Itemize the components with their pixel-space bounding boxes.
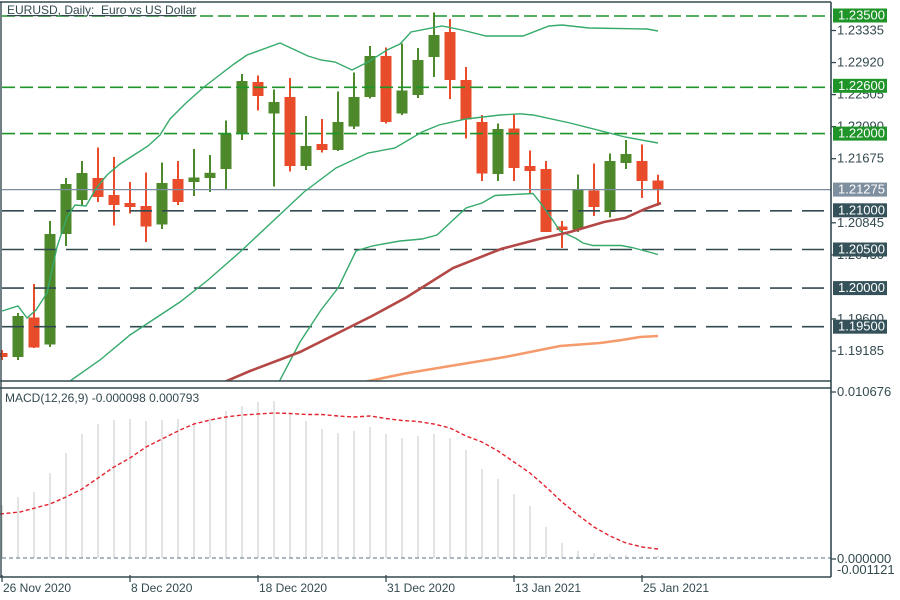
svg-text:8 Dec 2020: 8 Dec 2020 — [131, 581, 193, 595]
svg-text:13 Jan 2021: 13 Jan 2021 — [515, 581, 581, 595]
svg-text:1.19500: 1.19500 — [838, 319, 885, 334]
svg-text:1.22600: 1.22600 — [838, 78, 885, 93]
svg-text:1.23500: 1.23500 — [838, 8, 885, 23]
svg-text:1.22000: 1.22000 — [838, 126, 885, 141]
svg-text:1.21000: 1.21000 — [838, 202, 885, 217]
svg-text:1.22920: 1.22920 — [837, 55, 884, 70]
svg-text:18 Dec 2020: 18 Dec 2020 — [259, 581, 327, 595]
svg-text:EURUSD, Daily: Euro vs US Dol: EURUSD, Daily: Euro vs US Dollar — [7, 3, 196, 17]
svg-text:1.23335: 1.23335 — [837, 23, 884, 38]
svg-text:1.20000: 1.20000 — [838, 280, 885, 295]
svg-text:-0.001121: -0.001121 — [837, 562, 895, 577]
svg-text:25 Jan 2021: 25 Jan 2021 — [643, 581, 709, 595]
svg-text:0.000000: 0.000000 — [837, 551, 891, 566]
svg-text:1.21275: 1.21275 — [838, 182, 885, 197]
svg-text:26 Nov 2020: 26 Nov 2020 — [3, 581, 71, 595]
svg-text:MACD(12,26,9) -0.000098 0.0007: MACD(12,26,9) -0.000098 0.000793 — [5, 391, 199, 405]
svg-text:1.19185: 1.19185 — [837, 343, 884, 358]
svg-text:1.20845: 1.20845 — [837, 215, 884, 230]
svg-text:1.21675: 1.21675 — [837, 151, 884, 166]
svg-text:1.20500: 1.20500 — [838, 242, 885, 257]
svg-text:0.010676: 0.010676 — [837, 384, 891, 399]
svg-text:31 Dec 2020: 31 Dec 2020 — [387, 581, 455, 595]
